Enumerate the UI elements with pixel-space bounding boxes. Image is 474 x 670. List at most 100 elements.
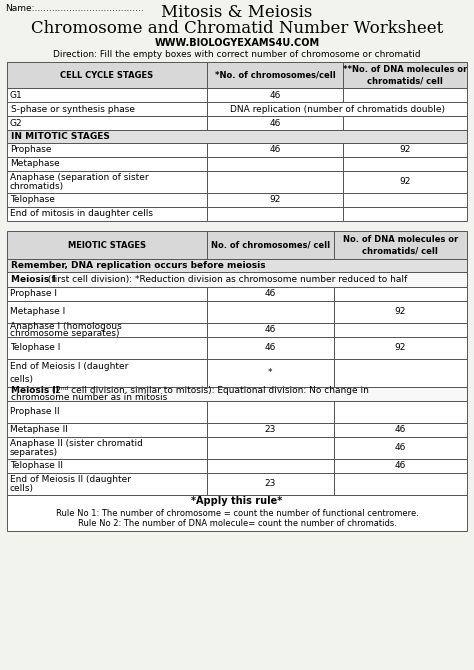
Text: *: * [268, 369, 273, 377]
Text: Telophase I: Telophase I [10, 344, 60, 352]
Bar [7, 287, 207, 301]
Text: 46: 46 [264, 344, 276, 352]
Text: 23: 23 [264, 425, 276, 435]
Bar [334, 473, 467, 495]
Text: Metaphase II: Metaphase II [10, 425, 68, 435]
Bar [334, 337, 467, 359]
Bar [7, 116, 207, 130]
Bar [207, 88, 343, 102]
Text: Name:......................................: Name:...................................… [5, 4, 144, 13]
Text: 46: 46 [395, 462, 406, 470]
Text: DNA replication (number of chromatids double): DNA replication (number of chromatids do… [229, 105, 445, 113]
Bar [334, 459, 467, 473]
Text: Chromosome and Chromatid Number Worksheet: Chromosome and Chromatid Number Workshee… [31, 20, 443, 37]
Text: cells): cells) [10, 375, 34, 384]
Bar [207, 231, 334, 259]
Text: Meiosis II: Meiosis II [11, 387, 59, 395]
Bar [7, 459, 207, 473]
Text: 46: 46 [264, 289, 276, 299]
Bar [7, 157, 207, 171]
Text: Prophase I: Prophase I [10, 289, 57, 299]
Text: Metaphase: Metaphase [10, 159, 60, 168]
Text: 92: 92 [395, 308, 406, 316]
Bar [207, 437, 334, 459]
Text: Prophase II: Prophase II [10, 407, 60, 417]
Bar [7, 401, 207, 423]
Text: Anaphase II (sister chromatid: Anaphase II (sister chromatid [10, 439, 143, 448]
Bar [334, 231, 467, 259]
Text: Meiosis I: Meiosis I [11, 275, 56, 284]
Text: Rule No 1: The number of chromosome = count the number of functional centromere.: Rule No 1: The number of chromosome = co… [55, 509, 419, 517]
Bar [343, 157, 467, 171]
Bar [7, 102, 207, 116]
Bar [207, 171, 343, 193]
Bar [334, 437, 467, 459]
Bar [7, 272, 467, 287]
Text: G1: G1 [10, 90, 23, 100]
Text: Telophase: Telophase [10, 196, 55, 204]
Bar [7, 387, 467, 401]
Bar [207, 401, 334, 423]
Text: 92: 92 [399, 178, 410, 186]
Text: MEIOTIC STAGES: MEIOTIC STAGES [68, 241, 146, 249]
Text: Metaphase I: Metaphase I [10, 308, 65, 316]
Bar [7, 437, 207, 459]
Text: chromosome number as in mitosis: chromosome number as in mitosis [11, 393, 167, 401]
Bar [7, 130, 467, 143]
Text: No. of DNA molecules or
chromatids/ cell: No. of DNA molecules or chromatids/ cell [343, 235, 458, 255]
Text: 46: 46 [269, 145, 281, 155]
Bar [207, 157, 343, 171]
Bar [207, 102, 467, 116]
Text: 92: 92 [395, 344, 406, 352]
Bar [7, 259, 467, 272]
Bar [343, 171, 467, 193]
Bar [7, 423, 207, 437]
Text: Telophase II: Telophase II [10, 462, 63, 470]
Bar [7, 231, 207, 259]
Bar [343, 207, 467, 221]
Text: 46: 46 [269, 90, 281, 100]
Text: 92: 92 [269, 196, 281, 204]
Text: Prophase: Prophase [10, 145, 52, 155]
Text: cells): cells) [10, 484, 34, 493]
Bar [7, 143, 207, 157]
Text: 46: 46 [269, 119, 281, 127]
Bar [7, 495, 467, 531]
Text: 23: 23 [264, 480, 276, 488]
Bar [7, 359, 207, 387]
Text: IN MITOTIC STAGES: IN MITOTIC STAGES [11, 132, 110, 141]
Text: Remember, DNA replication occurs before meiosis: Remember, DNA replication occurs before … [11, 261, 265, 270]
Bar [7, 337, 207, 359]
Bar [207, 473, 334, 495]
Text: G2: G2 [10, 119, 23, 127]
Bar [334, 401, 467, 423]
Text: separates): separates) [10, 448, 58, 458]
Bar [7, 207, 207, 221]
Text: End of Meiosis I (daughter: End of Meiosis I (daughter [10, 362, 128, 371]
Text: (first cell division): *Reduction division as chromosome number reduced to half: (first cell division): *Reduction divisi… [45, 275, 408, 284]
Bar [207, 359, 334, 387]
Bar [7, 301, 207, 323]
Text: Anaphase (separation of sister: Anaphase (separation of sister [10, 173, 149, 182]
Text: (2ⁿᵈ cell division, similar to mitosis): Equational division: No change in: (2ⁿᵈ cell division, similar to mitosis):… [49, 387, 369, 395]
Bar [7, 88, 207, 102]
Bar [343, 143, 467, 157]
Text: Rule No 2: The number of DNA molecule= count the number of chromatids.: Rule No 2: The number of DNA molecule= c… [78, 519, 396, 527]
Text: CELL CYCLE STAGES: CELL CYCLE STAGES [61, 70, 154, 80]
Bar [7, 171, 207, 193]
Text: 92: 92 [399, 145, 410, 155]
Bar [207, 287, 334, 301]
Bar [7, 193, 207, 207]
Bar [207, 301, 334, 323]
Text: 46: 46 [395, 425, 406, 435]
Bar [207, 459, 334, 473]
Bar [207, 207, 343, 221]
Text: No. of chromosomes/ cell: No. of chromosomes/ cell [211, 241, 330, 249]
Bar [207, 116, 343, 130]
Bar [334, 359, 467, 387]
Text: chromosome separates): chromosome separates) [10, 328, 119, 338]
Bar [207, 337, 334, 359]
Bar [334, 287, 467, 301]
Text: *Apply this rule*: *Apply this rule* [191, 496, 283, 507]
Text: End of Meiosis II (daughter: End of Meiosis II (daughter [10, 474, 131, 484]
